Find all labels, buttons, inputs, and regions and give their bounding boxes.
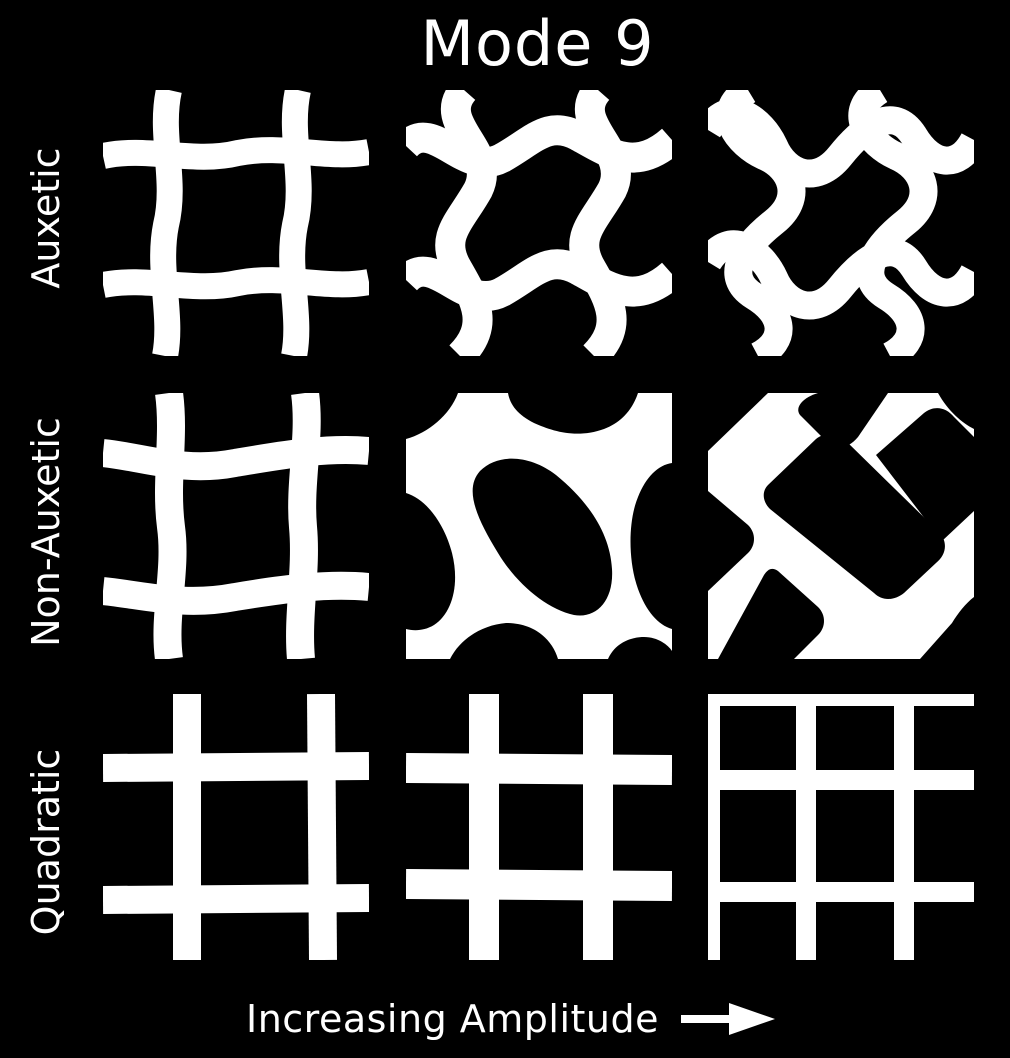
lattice-tile-quadratic-high-amplitude	[708, 694, 974, 960]
lattice-tile-quadratic-mid-amplitude	[406, 694, 672, 960]
figure-title: Mode 9	[420, 7, 655, 80]
amplitude-label: Increasing Amplitude	[246, 997, 660, 1041]
lattice-pattern-quadratic-2	[406, 694, 672, 960]
lattice-pattern-auxetic-1	[103, 90, 369, 356]
lattice-pattern-non-auxetic-1	[103, 393, 369, 659]
lattice-tile-auxetic-low-amplitude	[103, 90, 369, 356]
lattice-tile-non-auxetic-high-amplitude	[708, 393, 974, 659]
lattice-pattern-quadratic-3	[708, 694, 974, 960]
lattice-pattern-non-auxetic-2	[406, 393, 672, 659]
lattice-tile-non-auxetic-mid-amplitude	[406, 393, 672, 659]
lattice-tile-non-auxetic-low-amplitude	[103, 393, 369, 659]
lattice-tile-quadratic-low-amplitude	[103, 694, 369, 960]
row-label-auxetic: Auxetic	[24, 147, 68, 289]
row-label-non-auxetic: Non-Auxetic	[24, 417, 68, 647]
lattice-pattern-quadratic-1	[103, 694, 369, 960]
row-label-quadratic: Quadratic	[24, 748, 68, 936]
lattice-tile-auxetic-high-amplitude	[708, 90, 974, 356]
lattice-tile-auxetic-mid-amplitude	[406, 90, 672, 356]
lattice-pattern-non-auxetic-3	[708, 393, 974, 659]
lattice-pattern-auxetic-2	[406, 90, 672, 356]
amplitude-axis-caption: Increasing Amplitude	[246, 994, 777, 1044]
right-arrow-icon	[681, 1003, 776, 1035]
lattice-pattern-auxetic-3	[708, 90, 974, 356]
